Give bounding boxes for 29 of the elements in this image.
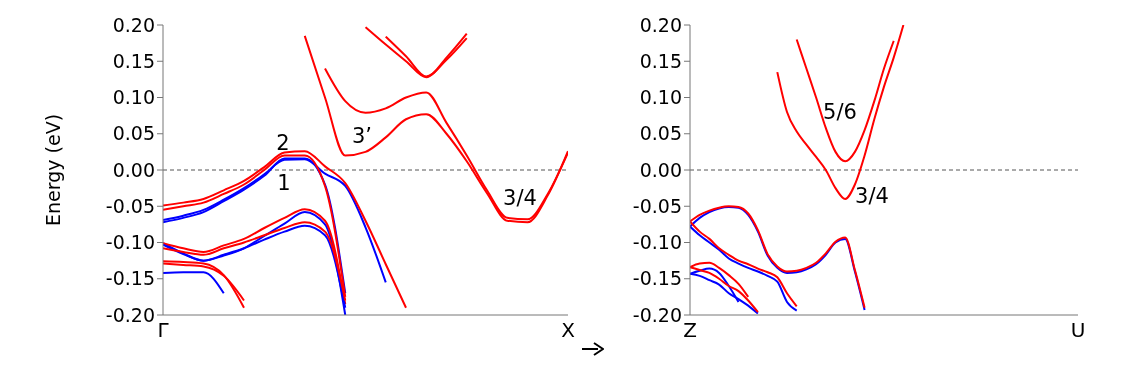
annotation: 2 (276, 130, 290, 155)
y-tick-label: -0.05 (632, 194, 682, 217)
y-tick-label: -0.20 (632, 303, 682, 326)
y-axis-title: Energy (eV) (41, 113, 64, 227)
x-tick-label: U (1070, 318, 1086, 343)
x-tick-label: X (561, 318, 576, 343)
annotation: 1 (277, 170, 291, 195)
y-tick-label: 0.20 (112, 13, 155, 36)
y-tick-label: -0.15 (632, 267, 682, 290)
y-tick-label: 0.05 (639, 122, 682, 145)
y-tick-label: 0.05 (112, 122, 155, 145)
y-tick-label: -0.05 (105, 194, 155, 217)
y-tick-label: 0.10 (639, 86, 682, 109)
y-tick-label: -0.10 (632, 231, 682, 254)
annotation: 3’ (351, 123, 373, 148)
y-tick-label: 0.10 (112, 86, 155, 109)
y-tick-label: -0.20 (105, 303, 155, 326)
annotation: 3/4 (503, 185, 537, 210)
y-tick-label: 0.00 (639, 158, 682, 181)
x-tick-label: Γ (157, 318, 170, 343)
annotation: 3/4 (855, 183, 889, 208)
y-tick-label: -0.10 (105, 231, 155, 254)
annotation: 5/6 (823, 99, 857, 124)
y-tick-label: -0.15 (105, 267, 155, 290)
y-tick-label: 0.00 (112, 158, 155, 181)
y-tick-label: 0.20 (639, 13, 682, 36)
y-tick-label: 0.15 (639, 49, 682, 72)
y-tick-label: 0.15 (112, 49, 155, 72)
x-tick-label: Z (683, 318, 697, 343)
